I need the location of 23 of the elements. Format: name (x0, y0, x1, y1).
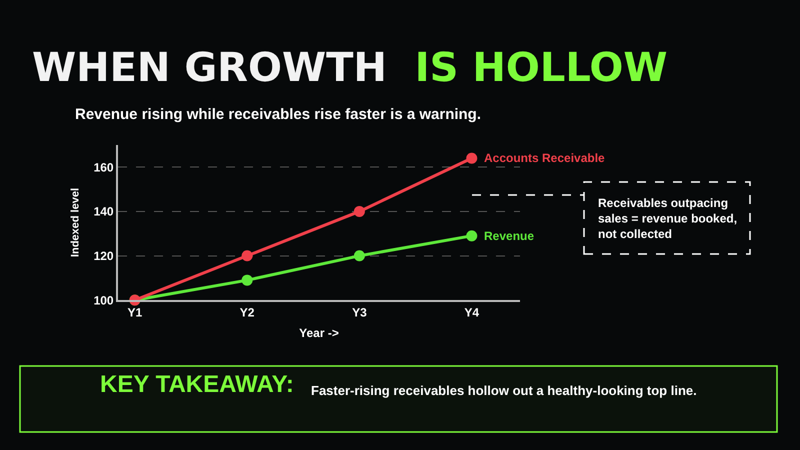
chart-title: WHEN GROWTH IS HOLLOW (32, 45, 668, 91)
x-tick-label: Y2 (240, 306, 255, 320)
x-tick-label: Y3 (352, 306, 368, 320)
point (242, 250, 253, 262)
x-axis-title: Year -> (299, 326, 339, 340)
text: Receivables outpacing sales = revenue booked, not collected (598, 196, 738, 242)
point (354, 250, 365, 262)
y-tick-label: 140 (94, 204, 114, 219)
y-axis-title: Indexed level (70, 188, 82, 258)
point (466, 152, 478, 164)
series-label: Accounts Receivable (484, 151, 606, 165)
x-tick-label: Y4 (464, 306, 480, 320)
y-tick-label: 120 (94, 248, 114, 263)
y-tick-label: 160 (94, 160, 114, 174)
y-tick-label: 100 (94, 293, 114, 308)
text: KEY TAKEAWAY: (100, 371, 294, 398)
point (466, 230, 478, 242)
x-tick-label: Y1 (127, 306, 142, 320)
series-label: Revenue (484, 229, 534, 243)
text: Faster-rising receivables hollow out a healthy-looking top line. (311, 383, 697, 398)
point (242, 274, 253, 286)
chart-subtitle: Revenue rising while receivables rise faster is a warning. (75, 106, 482, 123)
point (354, 206, 365, 217)
